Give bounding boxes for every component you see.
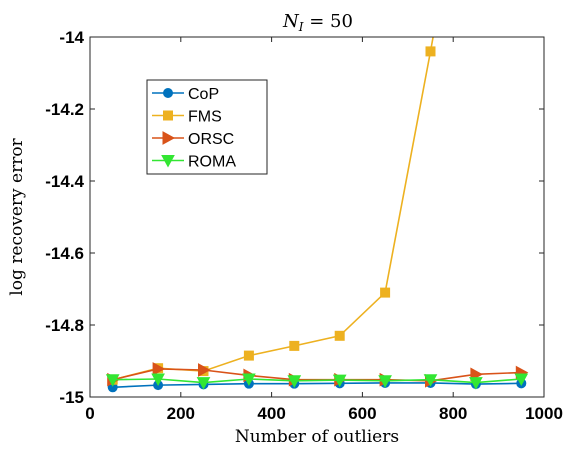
chart-title-subscript: I: [298, 20, 304, 34]
x-tick-label: 800: [439, 404, 467, 423]
data-layer: [105, 37, 529, 393]
x-tick-label: 200: [167, 404, 195, 423]
y-tick-label: -14.4: [45, 172, 84, 191]
legend-label-fms: FMS: [188, 109, 222, 126]
data-point-roma: [469, 377, 483, 390]
data-point-roma: [242, 373, 256, 387]
chart-title: NI = 50: [282, 11, 353, 34]
y-axis-title: log recovery error: [7, 137, 27, 295]
legend-marker-cop: [163, 88, 173, 98]
y-tick-label: -14.2: [45, 100, 84, 119]
legend-label-cop: CoP: [188, 86, 219, 103]
data-point-roma: [378, 375, 392, 388]
legend-marker-fms: [163, 110, 173, 121]
series-line-roma: [112, 378, 522, 384]
data-point-fms: [289, 340, 300, 351]
data-point-fms: [243, 350, 254, 361]
data-point-roma: [423, 374, 438, 387]
x-tick-label: 400: [257, 404, 285, 423]
y-tick-label: -15: [59, 388, 84, 407]
axes-box: [89, 36, 545, 398]
data-point-roma: [105, 374, 120, 387]
data-point-roma: [514, 373, 529, 387]
x-tick-label: 600: [348, 404, 376, 423]
legend-marker-roma: [161, 155, 175, 168]
y-tick-label: -14: [59, 28, 84, 47]
data-point-orsc: [198, 363, 211, 377]
x-tick-label: 0: [85, 404, 94, 423]
chart-title-rest: = 50: [304, 11, 353, 32]
data-point-roma: [196, 377, 211, 390]
data-point-orsc: [152, 362, 166, 376]
legend: CoP FMS ORSC ROMA: [146, 79, 268, 175]
legend-marker-orsc: [162, 131, 176, 145]
chart-title-main: N: [282, 11, 300, 32]
data-point-roma: [287, 375, 302, 388]
y-tick-label: -14.6: [45, 244, 84, 263]
x-axis-title: Number of outliers: [235, 427, 399, 447]
y-tick-label: -14.8: [45, 316, 84, 335]
data-point-roma: [332, 374, 347, 388]
series-group: [105, 37, 529, 393]
data-point-fms: [334, 330, 345, 341]
data-point-fms: [425, 46, 436, 57]
legend-label-roma: ROMA: [188, 154, 236, 171]
data-point-fms: [380, 287, 391, 298]
series-line-cop: [112, 382, 522, 389]
legend-label-orsc: ORSC: [188, 131, 234, 148]
data-point-roma: [151, 373, 165, 387]
x-tick-label: 1000: [525, 404, 563, 423]
axis-layer: 0 200 400 600 800 1000 -15 -14.8 -14.6 -14.4 -14.2…: [45, 28, 563, 423]
